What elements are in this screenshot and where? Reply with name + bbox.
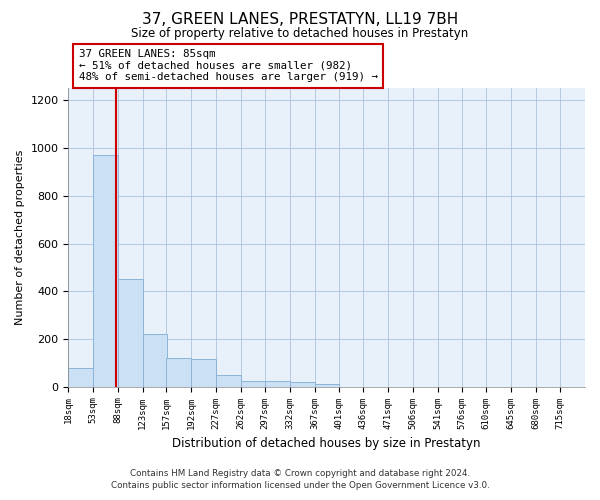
Bar [143, 334, 167, 386]
X-axis label: Distribution of detached houses by size in Prestatyn: Distribution of detached houses by size … [172, 437, 481, 450]
Bar [241, 380, 265, 386]
Text: Size of property relative to detached houses in Prestatyn: Size of property relative to detached ho… [131, 28, 469, 40]
Text: 37 GREEN LANES: 85sqm
← 51% of detached houses are smaller (982)
48% of semi-det: 37 GREEN LANES: 85sqm ← 51% of detached … [79, 49, 378, 82]
Bar [290, 382, 315, 386]
Text: 37, GREEN LANES, PRESTATYN, LL19 7BH: 37, GREEN LANES, PRESTATYN, LL19 7BH [142, 12, 458, 28]
Bar [166, 358, 191, 386]
Y-axis label: Number of detached properties: Number of detached properties [15, 150, 25, 325]
Bar [265, 382, 290, 386]
Bar [118, 280, 143, 386]
Bar [68, 368, 93, 386]
Bar [216, 375, 241, 386]
Text: Contains HM Land Registry data © Crown copyright and database right 2024.
Contai: Contains HM Land Registry data © Crown c… [110, 468, 490, 490]
Bar [315, 384, 340, 386]
Bar [191, 360, 216, 386]
Bar [93, 155, 118, 386]
